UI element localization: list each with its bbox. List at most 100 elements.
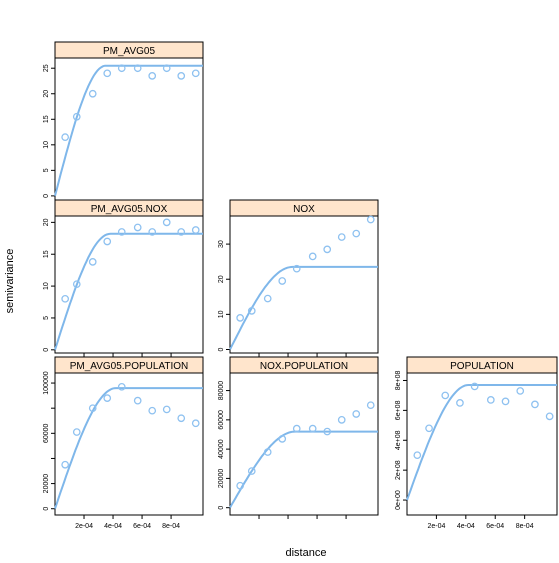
data-point <box>191 69 200 78</box>
data-point <box>352 229 361 238</box>
data-point <box>366 401 375 410</box>
data-point <box>263 448 272 456</box>
y-tick-label: 0 <box>43 348 50 352</box>
panel-title: NOX.POPULATION <box>260 361 348 372</box>
data-point <box>117 382 126 391</box>
y-tick-label: 60000 <box>218 410 225 430</box>
y-axis-label: semivariance <box>4 249 16 314</box>
data-point <box>247 306 256 315</box>
panel-title: NOX <box>293 204 315 215</box>
y-tick-label: 20 <box>43 218 50 226</box>
panel-pm-nox: PM_AVG05.NOX 0 5 10 15 20 <box>43 199 204 357</box>
data-point <box>236 314 245 322</box>
y-tick-label: 0e+00 <box>395 490 402 510</box>
data-point <box>501 397 510 406</box>
y-tick-label: 100000 <box>43 371 50 394</box>
data-point <box>72 112 81 121</box>
y-tick-label: 25 <box>43 64 50 72</box>
panel-title: POPULATION <box>450 361 514 372</box>
y-tick-label: 5 <box>43 316 50 320</box>
data-point <box>133 223 142 232</box>
data-point <box>191 226 200 234</box>
panel-nox: NOX 0 10 20 30 <box>218 199 379 357</box>
data-point <box>148 406 157 415</box>
y-tick-label: 10 <box>43 141 50 149</box>
panel-grid: PM_AVG050510152025PM_AVG05.NOX05101520NO… <box>43 41 558 530</box>
fitted-model-line <box>229 430 378 509</box>
y-tick-label: 5 <box>43 168 50 172</box>
data-point <box>425 424 433 433</box>
y-tick-label: 8e+08 <box>395 371 402 391</box>
fitted-model-line <box>229 265 378 350</box>
y-tick-label: 6e+08 <box>395 400 402 420</box>
data-point <box>278 277 287 285</box>
data-point <box>162 218 171 227</box>
data-point <box>278 435 287 443</box>
data-point <box>516 387 525 395</box>
y-tick-label: 20 <box>218 275 225 283</box>
y-tick-label: 0 <box>43 507 50 511</box>
data-point <box>162 64 171 73</box>
x-tick-label: 4e-04 <box>457 523 475 530</box>
data-point <box>162 405 171 414</box>
y-tick-label: 0 <box>43 194 50 198</box>
data-point <box>117 64 126 73</box>
data-point <box>61 133 70 142</box>
data-point <box>413 451 422 460</box>
panel-title: PM_AVG05.POPULATION <box>70 361 189 372</box>
data-point <box>88 404 97 413</box>
data-point <box>177 228 186 236</box>
data-point <box>366 215 375 224</box>
panel-title: PM_AVG05 <box>103 46 155 57</box>
data-point <box>486 396 495 404</box>
panel-frame <box>54 372 204 516</box>
data-point <box>292 424 301 433</box>
data-point <box>177 414 186 423</box>
panel-pop: POPULATION 0e+00 2e+08 4e+08 6e+08 8e+08 2e-04… <box>395 356 558 530</box>
y-tick-label: 10 <box>218 310 225 318</box>
data-point <box>191 419 200 428</box>
data-point <box>456 399 464 407</box>
y-tick-label: 30 <box>218 240 225 248</box>
data-point <box>337 415 346 424</box>
y-tick-label: 60000 <box>43 423 50 443</box>
panel-frame <box>406 372 558 516</box>
data-point <box>72 428 81 436</box>
panel-frame <box>229 215 379 354</box>
y-tick-label: 10 <box>43 282 50 290</box>
data-point <box>531 400 539 409</box>
data-point <box>88 258 97 266</box>
panel-pm-pop: PM_AVG05.POPULATION 0 20000 60000 100000 2e-0… <box>43 356 204 530</box>
data-point <box>72 280 81 289</box>
data-point <box>470 382 479 391</box>
panel-frame <box>54 215 204 354</box>
data-point <box>292 264 301 273</box>
y-tick-label: 20000 <box>218 469 225 489</box>
data-point <box>88 89 97 98</box>
data-point <box>148 228 157 236</box>
data-point <box>337 233 346 241</box>
x-tick-label: 6e-04 <box>133 523 151 530</box>
data-point <box>263 294 272 303</box>
fitted-model-line <box>54 387 203 510</box>
fitted-model-line <box>54 232 203 351</box>
data-point <box>103 69 112 78</box>
y-tick-label: 15 <box>43 250 50 258</box>
y-tick-label: 20 <box>43 90 50 98</box>
data-point <box>61 294 70 303</box>
data-point <box>308 252 317 261</box>
y-tick-label: 80000 <box>218 381 225 401</box>
y-tick-label: 0 <box>218 506 225 510</box>
data-point <box>103 237 112 246</box>
data-point <box>133 64 142 73</box>
fitted-model-line <box>406 384 557 501</box>
y-tick-label: 20000 <box>43 474 50 494</box>
x-tick-label: 2e-04 <box>75 523 93 530</box>
data-point <box>323 427 332 436</box>
data-point <box>323 245 332 254</box>
x-axis-label: distance <box>286 547 327 559</box>
panel-nox-pop: NOX.POPULATION 0 20000 40000 60000 80000 <box>218 356 379 519</box>
x-tick-label: 2e-04 <box>427 523 445 530</box>
data-point <box>308 424 317 433</box>
